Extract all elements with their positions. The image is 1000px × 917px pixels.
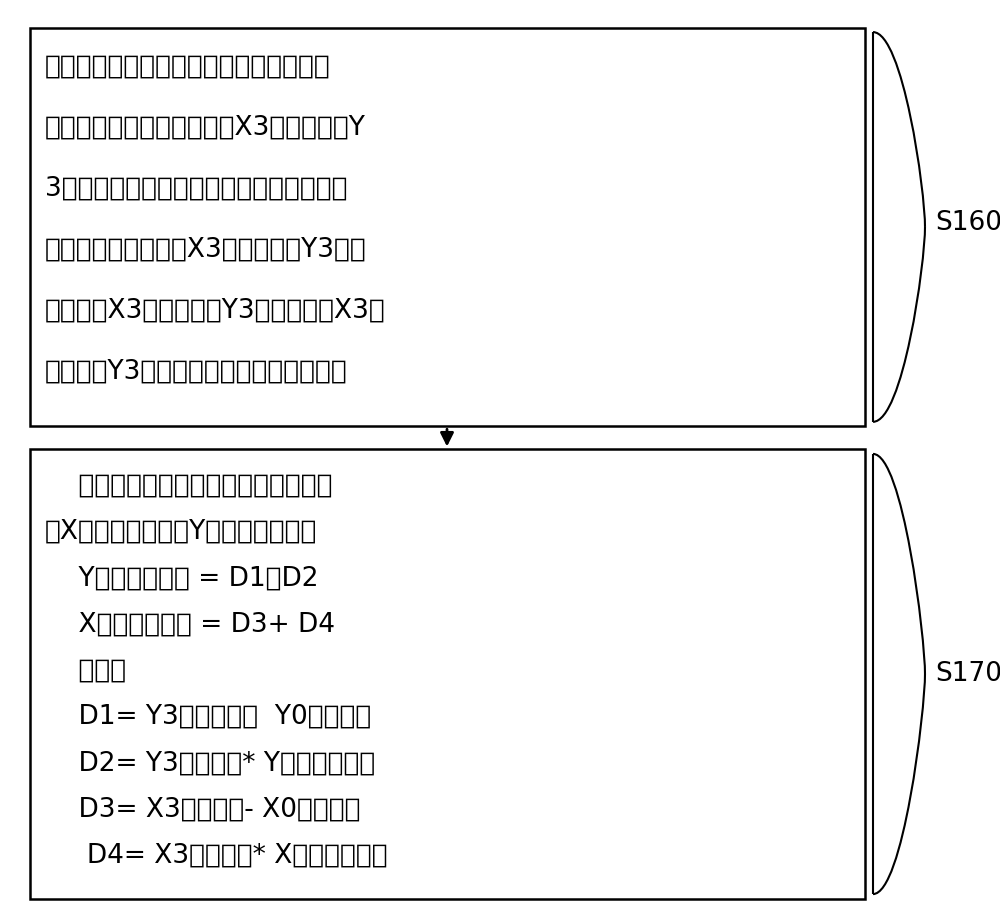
Text: 机床控制系统通过以下计算式计算获: 机床控制系统通过以下计算式计算获 bbox=[45, 473, 332, 499]
Text: D4= X3图像坐标* X方向像素当量: D4= X3图像坐标* X方向像素当量 bbox=[45, 843, 388, 868]
Bar bbox=[30, 449, 865, 899]
Text: 控制激光切割机的轴进行第三次移动，获: 控制激光切割机的轴进行第三次移动，获 bbox=[45, 53, 331, 79]
Text: 床坐标、Y3机床坐标传送给机床控制系统: 床坐标、Y3机床坐标传送给机床控制系统 bbox=[45, 358, 348, 384]
Text: 其中：: 其中： bbox=[45, 657, 126, 684]
Text: D1= Y3机床坐标－  Y0机床坐标: D1= Y3机床坐标－ Y0机床坐标 bbox=[45, 704, 371, 730]
Text: 坐标，将X3图像坐标、Y3图像坐标、X3机: 坐标，将X3图像坐标、Y3图像坐标、X3机 bbox=[45, 297, 386, 323]
Text: X方向原点偏置 = D3+ D4: X方向原点偏置 = D3+ D4 bbox=[45, 612, 335, 637]
Text: D3= X3机床坐标- X0机床坐标: D3= X3机床坐标- X0机床坐标 bbox=[45, 797, 360, 823]
Text: S170: S170 bbox=[935, 661, 1000, 687]
Text: 取X方向原点偏置和Y方向原点偏置：: 取X方向原点偏置和Y方向原点偏置： bbox=[45, 519, 317, 545]
Text: D2= Y3图像坐标* Y方向像素当量: D2= Y3图像坐标* Y方向像素当量 bbox=[45, 750, 375, 777]
Text: 取激光切割机的坐标位置为X3机床坐标、Y: 取激光切割机的坐标位置为X3机床坐标、Y bbox=[45, 114, 366, 140]
Text: 3机床坐标，通过摄像头获取第一圆孔的圆: 3机床坐标，通过摄像头获取第一圆孔的圆 bbox=[45, 175, 348, 201]
Text: Y方向原点偏置 = D1－D2: Y方向原点偏置 = D1－D2 bbox=[45, 565, 318, 591]
Bar bbox=[30, 28, 865, 426]
Text: S160: S160 bbox=[935, 210, 1000, 236]
Text: 心图像坐标数据值为X3图像坐标、Y3图像: 心图像坐标数据值为X3图像坐标、Y3图像 bbox=[45, 236, 367, 262]
